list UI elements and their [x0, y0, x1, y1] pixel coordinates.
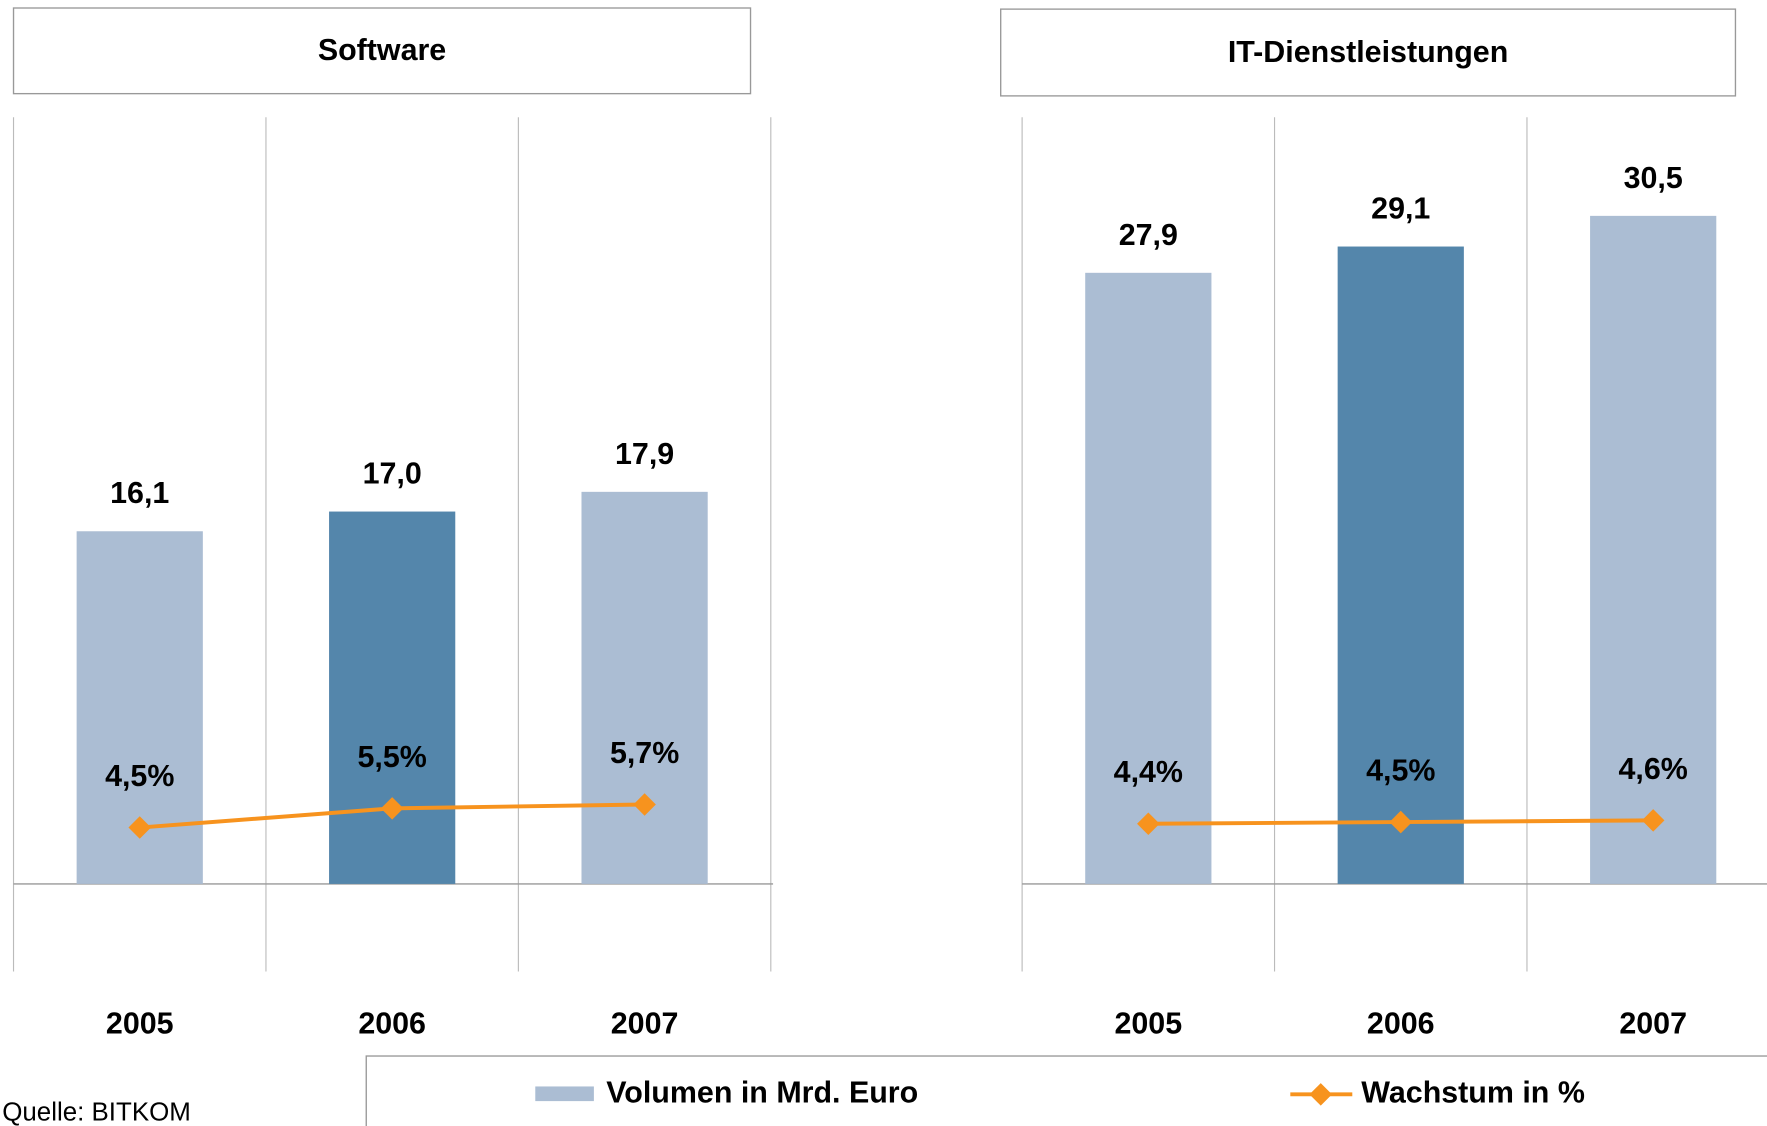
bar	[1085, 272, 1212, 884]
legend-label: Volumen in Mrd. Euro	[606, 1075, 918, 1109]
title-box	[12, 7, 752, 95]
x-tick-label: 2007	[611, 1007, 679, 1041]
data-label: 4,6%	[1619, 752, 1688, 786]
legend-label: Wachstum in %	[1361, 1075, 1585, 1109]
data-label: 5,7%	[610, 736, 679, 770]
bar	[1590, 215, 1717, 884]
data-label: 17,0	[363, 457, 422, 491]
data-label: 4,5%	[1366, 754, 1435, 788]
line-marker	[380, 797, 404, 820]
x-tick-label: 2007	[1619, 1007, 1687, 1041]
line-marker	[1137, 812, 1160, 836]
data-label: 4,4%	[1114, 755, 1183, 789]
x-tick-label: 2005	[1114, 1007, 1182, 1041]
line-marker	[128, 816, 152, 839]
data-label: 27,9	[1119, 218, 1178, 252]
source: Quelle: BITKOM	[2, 1098, 191, 1126]
chart-title: Software	[318, 33, 446, 67]
data-label: 29,1	[1371, 192, 1430, 226]
bar	[329, 511, 456, 884]
title-box	[1000, 8, 1737, 97]
data-label: 4,5%	[105, 759, 174, 793]
data-label: 5,5%	[358, 740, 427, 774]
bar	[1337, 246, 1464, 884]
data-label: 30,5	[1624, 161, 1683, 195]
data-label: 16,1	[110, 476, 169, 510]
legend-box	[365, 1055, 1767, 1126]
x-tick-label: 2005	[106, 1007, 174, 1041]
x-tick-label: 2006	[358, 1007, 426, 1041]
line-marker	[633, 793, 656, 816]
x-tick-label: 2006	[1367, 1007, 1435, 1041]
data-label: 17,9	[615, 437, 674, 471]
legend-swatch	[535, 1086, 594, 1102]
chart-title: IT-Dienstleistungen	[1228, 35, 1508, 69]
bar	[581, 491, 708, 884]
line-marker	[1389, 810, 1413, 834]
legend-swatch	[1309, 1083, 1333, 1106]
